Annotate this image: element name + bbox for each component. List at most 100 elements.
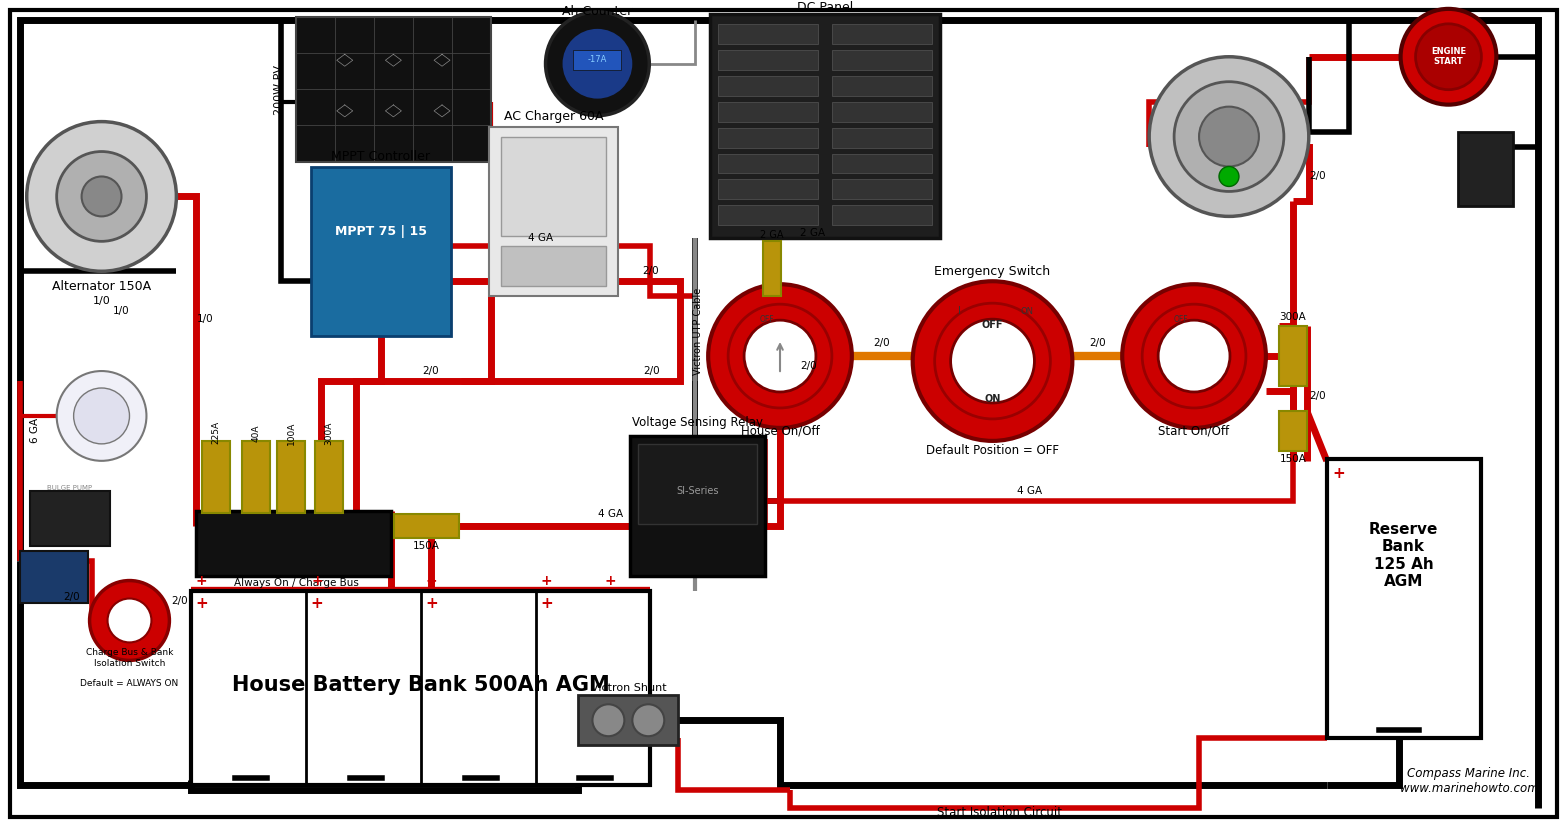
Circle shape <box>56 152 146 242</box>
Text: 100A: 100A <box>287 422 296 445</box>
FancyBboxPatch shape <box>9 10 1558 817</box>
Circle shape <box>545 12 649 116</box>
FancyBboxPatch shape <box>191 591 650 785</box>
Circle shape <box>934 304 1050 419</box>
Circle shape <box>561 28 633 100</box>
FancyBboxPatch shape <box>718 24 818 44</box>
FancyBboxPatch shape <box>243 441 270 512</box>
Text: 1/0: 1/0 <box>92 296 110 306</box>
Text: 40A: 40A <box>252 424 260 441</box>
Text: 2/0: 2/0 <box>801 361 816 371</box>
Circle shape <box>633 705 664 736</box>
Text: OFF: OFF <box>760 314 774 323</box>
Text: 4 GA: 4 GA <box>599 509 624 519</box>
Text: 2/0: 2/0 <box>873 338 890 348</box>
Text: 4 GA: 4 GA <box>1017 486 1042 496</box>
FancyBboxPatch shape <box>718 180 818 200</box>
Circle shape <box>1142 304 1246 408</box>
Circle shape <box>27 121 177 271</box>
Text: Voltage Sensing Relay: Voltage Sensing Relay <box>632 417 763 430</box>
Text: 300A: 300A <box>1280 312 1307 322</box>
Text: AC Charger 60A: AC Charger 60A <box>503 110 603 123</box>
Text: ON: ON <box>984 394 1001 404</box>
Text: House Battery Bank 500Ah AGM: House Battery Bank 500Ah AGM <box>232 676 610 695</box>
Text: Default Position = OFF: Default Position = OFF <box>926 445 1059 457</box>
Text: Ah Counter: Ah Counter <box>563 5 633 18</box>
FancyBboxPatch shape <box>1459 131 1514 206</box>
FancyBboxPatch shape <box>574 50 622 70</box>
FancyBboxPatch shape <box>718 50 818 70</box>
Text: +: + <box>312 573 323 587</box>
FancyBboxPatch shape <box>315 441 343 512</box>
Text: 1/0: 1/0 <box>113 306 130 316</box>
Circle shape <box>1219 167 1239 186</box>
Text: +: + <box>605 573 616 587</box>
Text: 150A: 150A <box>1279 454 1307 464</box>
FancyBboxPatch shape <box>1279 326 1307 386</box>
FancyBboxPatch shape <box>718 101 818 121</box>
FancyBboxPatch shape <box>500 137 606 236</box>
Circle shape <box>1199 106 1258 167</box>
FancyBboxPatch shape <box>832 205 932 225</box>
Text: BULGE PUMP: BULGE PUMP <box>47 485 92 491</box>
Circle shape <box>89 581 169 660</box>
Text: 2/0: 2/0 <box>644 366 660 376</box>
FancyBboxPatch shape <box>832 101 932 121</box>
Text: Victron Shunt: Victron Shunt <box>591 683 666 693</box>
FancyBboxPatch shape <box>832 76 932 96</box>
Text: Charge Bus & Bank
Isolation Switch

Default = ALWAYS ON: Charge Bus & Bank Isolation Switch Defau… <box>80 648 179 688</box>
FancyBboxPatch shape <box>196 511 390 576</box>
FancyBboxPatch shape <box>393 514 459 538</box>
Text: 2/0: 2/0 <box>1308 172 1326 182</box>
Circle shape <box>1158 320 1230 392</box>
Text: SI-Series: SI-Series <box>675 486 718 496</box>
Text: +: + <box>426 573 437 587</box>
FancyBboxPatch shape <box>832 180 932 200</box>
Text: I: I <box>957 306 961 316</box>
Circle shape <box>1174 82 1283 191</box>
Text: Start On/Off: Start On/Off <box>1158 424 1230 437</box>
FancyBboxPatch shape <box>202 441 230 512</box>
FancyBboxPatch shape <box>638 444 757 524</box>
Text: 2 GA: 2 GA <box>801 229 826 238</box>
Text: ON: ON <box>1022 307 1034 316</box>
Text: DC Panel: DC Panel <box>796 2 852 14</box>
Circle shape <box>951 319 1034 403</box>
Text: 2/0: 2/0 <box>1089 338 1106 348</box>
Text: 2/0: 2/0 <box>1308 391 1326 401</box>
Text: OFF: OFF <box>983 320 1003 330</box>
FancyBboxPatch shape <box>296 16 490 162</box>
FancyBboxPatch shape <box>718 76 818 96</box>
Text: Always On / Charge Bus: Always On / Charge Bus <box>233 578 359 587</box>
FancyBboxPatch shape <box>489 126 619 296</box>
FancyBboxPatch shape <box>1327 459 1481 738</box>
Text: +: + <box>196 573 207 587</box>
Text: +: + <box>310 596 323 610</box>
Text: 2 GA: 2 GA <box>760 230 784 240</box>
Circle shape <box>1401 9 1496 105</box>
Text: Reserve
Bank
125 Ah
AGM: Reserve Bank 125 Ah AGM <box>1370 522 1439 589</box>
Text: +: + <box>194 596 208 610</box>
Text: 300A: 300A <box>324 422 334 445</box>
Circle shape <box>729 304 832 408</box>
FancyBboxPatch shape <box>718 128 818 148</box>
FancyBboxPatch shape <box>1279 411 1307 450</box>
FancyBboxPatch shape <box>832 24 932 44</box>
Circle shape <box>81 177 122 216</box>
FancyBboxPatch shape <box>832 128 932 148</box>
FancyBboxPatch shape <box>718 205 818 225</box>
Circle shape <box>1149 57 1308 216</box>
FancyBboxPatch shape <box>500 247 606 286</box>
Text: +: + <box>541 596 553 610</box>
Text: 2/0: 2/0 <box>423 366 439 376</box>
Circle shape <box>1122 285 1266 428</box>
Text: Compass Marine Inc.
www.marinehowto.com: Compass Marine Inc. www.marinehowto.com <box>1399 767 1539 795</box>
Text: -17A: -17A <box>588 55 606 64</box>
FancyBboxPatch shape <box>763 242 780 296</box>
Text: 150A: 150A <box>412 540 439 550</box>
Text: 4 GA: 4 GA <box>528 233 553 243</box>
FancyBboxPatch shape <box>578 695 679 745</box>
Text: 225A: 225A <box>212 422 221 445</box>
Text: Start Isolation Circuit: Start Isolation Circuit <box>937 805 1062 818</box>
Text: +: + <box>541 573 552 587</box>
